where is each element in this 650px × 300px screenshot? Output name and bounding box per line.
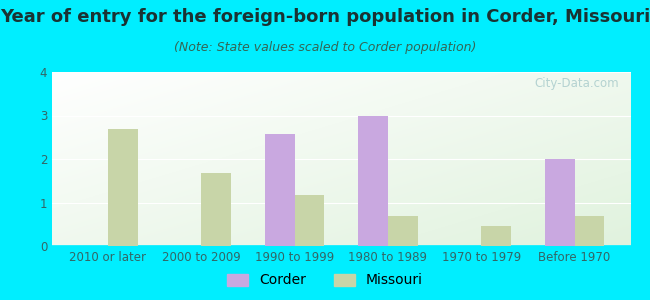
Bar	[481, 226, 511, 246]
Bar	[358, 116, 388, 246]
Bar	[388, 215, 418, 246]
Bar	[265, 134, 294, 246]
Text: Year of entry for the foreign-born population in Corder, Missouri: Year of entry for the foreign-born popul…	[0, 8, 650, 26]
Text: City-Data.com: City-Data.com	[534, 77, 619, 90]
Legend: Corder, Missouri: Corder, Missouri	[222, 268, 428, 293]
Text: (Note: State values scaled to Corder population): (Note: State values scaled to Corder pop…	[174, 40, 476, 53]
Bar	[202, 173, 231, 246]
Bar	[294, 195, 324, 246]
Bar	[575, 215, 604, 246]
Bar	[108, 128, 138, 246]
Bar	[545, 159, 575, 246]
